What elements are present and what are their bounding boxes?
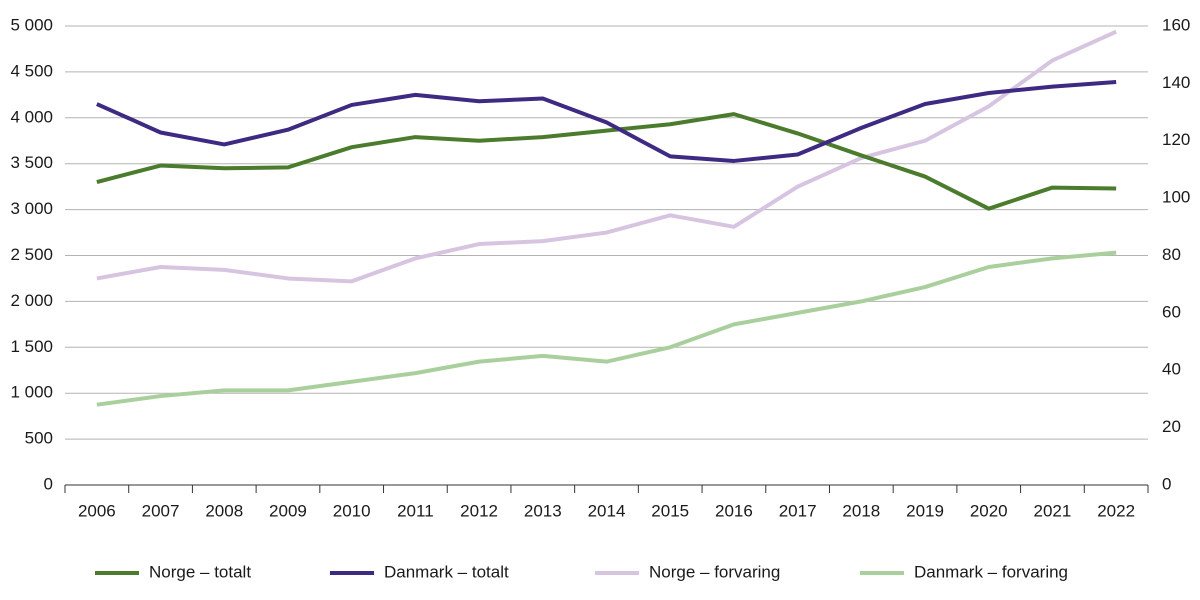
x-tick-label: 2021: [1034, 501, 1072, 520]
y2-tick-label: 20: [1162, 417, 1181, 436]
y-tick-label: 2 000: [10, 291, 53, 310]
y-tick-label: 2 500: [10, 245, 53, 264]
x-tick-label: 2022: [1097, 501, 1135, 520]
y-tick-label: 4 500: [10, 61, 53, 80]
x-tick-label: 2013: [524, 501, 562, 520]
x-tick-label: 2008: [205, 501, 243, 520]
y-tick-label: 1 000: [10, 383, 53, 402]
x-tick-label: 2019: [906, 501, 944, 520]
x-tick-label: 2015: [651, 501, 689, 520]
y2-tick-label: 0: [1162, 474, 1171, 493]
series-line: [96, 112, 1117, 211]
series-line: [96, 250, 1117, 407]
y-tick-label: 0: [44, 474, 53, 493]
series-line: [96, 29, 1117, 284]
x-tick-label: 2020: [970, 501, 1008, 520]
y-tick-label: 500: [25, 429, 53, 448]
y2-tick-label: 60: [1162, 302, 1181, 321]
y-tick-label: 3 500: [10, 153, 53, 172]
x-tick-label: 2016: [715, 501, 753, 520]
x-tick-label: 2011: [397, 501, 434, 520]
legend-label: Norge – forvaring: [649, 562, 780, 581]
y2-tick-label: 120: [1162, 130, 1190, 149]
y2-tick-label: 100: [1162, 188, 1190, 207]
y-tick-label: 1 500: [10, 337, 53, 356]
y-tick-label: 3 000: [10, 199, 53, 218]
y2-tick-label: 140: [1162, 73, 1190, 92]
x-tick-label: 2018: [842, 501, 880, 520]
x-tick-label: 2017: [779, 501, 817, 520]
legend-label: Norge – totalt: [149, 562, 251, 581]
x-tick-label: 2009: [269, 501, 307, 520]
legend-label: Danmark – forvaring: [914, 562, 1068, 581]
y2-tick-label: 40: [1162, 360, 1181, 379]
x-tick-label: 2010: [333, 501, 371, 520]
y2-tick-label: 160: [1162, 15, 1190, 34]
y2-tick-label: 80: [1162, 245, 1181, 264]
y-tick-label: 4 000: [10, 107, 53, 126]
x-tick-label: 2012: [460, 501, 498, 520]
x-tick-label: 2014: [588, 501, 626, 520]
y-tick-label: 5 000: [10, 15, 53, 34]
x-tick-label: 2007: [142, 501, 180, 520]
x-tick-label: 2006: [78, 501, 116, 520]
series-line: [96, 80, 1117, 163]
legend-label: Danmark – totalt: [384, 562, 509, 581]
